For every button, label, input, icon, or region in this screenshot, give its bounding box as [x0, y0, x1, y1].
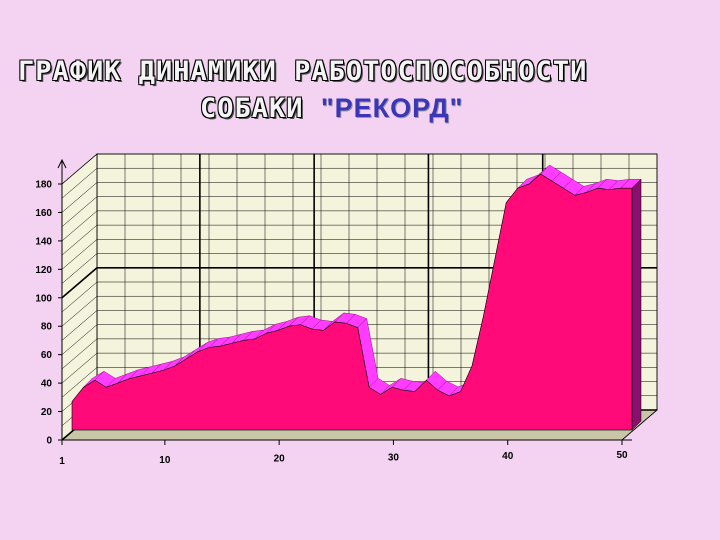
y-tick-label: 20 [41, 407, 53, 418]
y-tick-label: 140 [35, 236, 52, 247]
area-side [631, 178, 642, 431]
grid-line-side [61, 324, 98, 355]
grid-line-side [61, 338, 98, 370]
y-tick-label: 120 [35, 265, 52, 276]
x-tick-label: 40 [502, 451, 514, 462]
chart-title-prefix: СОБАКИ [200, 93, 304, 124]
grid-line-side [61, 168, 98, 199]
area-front [71, 173, 633, 431]
x-tick-label: 30 [388, 452, 400, 463]
y-tick-label: 100 [35, 293, 52, 304]
y-tick-label: 60 [41, 350, 53, 361]
x-tick-label: 1 [59, 456, 65, 467]
grid-line-side [61, 153, 98, 185]
grid-line-side [61, 253, 98, 284]
chart-title-highlight: "РЕКОРД" [320, 93, 464, 123]
floor-edge [621, 409, 658, 441]
x-tick-label: 10 [159, 455, 171, 466]
y-tick-label: 40 [41, 379, 53, 390]
y-tick-label: 160 [35, 208, 52, 219]
y-axis-ticks: 0 20 40 60 80 100 120 140 160 180 [35, 180, 62, 447]
grid-line-side [61, 210, 98, 242]
grid-line-side [61, 182, 98, 213]
grid-line-side [61, 196, 98, 227]
grid-line-side [61, 224, 98, 256]
grid-line-side [61, 352, 98, 384]
y-tick-label: 0 [46, 436, 52, 447]
chart-title-line1: ГРАФИК ДИНАМИКИ РАБОТОСПОСОБНОСТИ [18, 56, 588, 87]
chart-axes [57, 158, 658, 441]
x-tick-label: 50 [616, 450, 628, 461]
grid-line-side [61, 267, 98, 299]
y-tick-label: 80 [41, 322, 53, 333]
x-tick-label: 20 [274, 454, 286, 465]
grid-line-side [61, 296, 98, 327]
y-axis-arrow [57, 158, 67, 169]
grid-line-side [61, 310, 98, 341]
y-tick-label: 180 [35, 180, 52, 191]
grid-line-side [61, 281, 98, 313]
grid-line-side [61, 367, 98, 398]
chart-area-series [71, 164, 642, 431]
x-axis-ticks: 1 10 20 30 40 50 [59, 440, 628, 467]
grid-line-side [61, 239, 98, 270]
chart-title-line2: СОБАКИ "РЕКОРД" [200, 93, 720, 124]
